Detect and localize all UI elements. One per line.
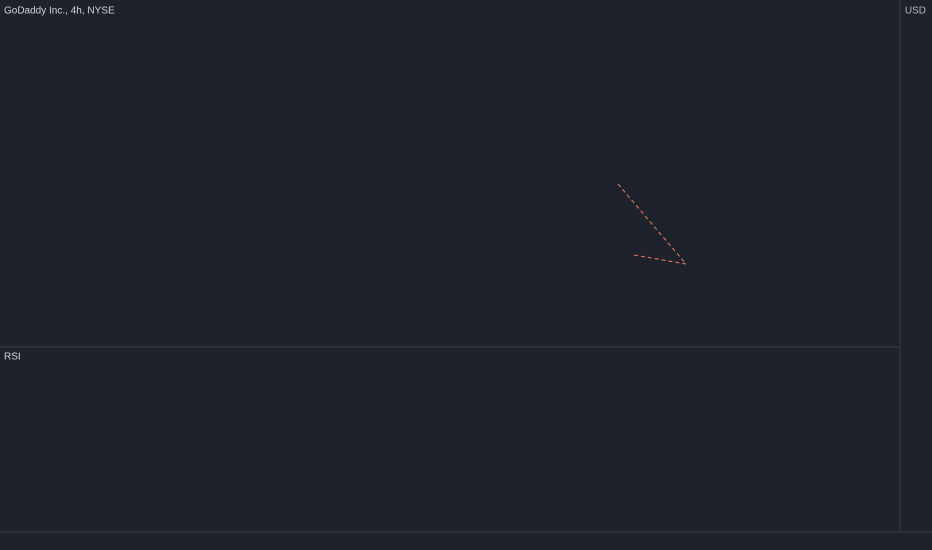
trend-line [617, 183, 687, 265]
currency-label: USD [905, 6, 926, 17]
indicator-title: RSI [4, 352, 21, 363]
chart-title: GoDaddy Inc., 4h, NYSE [4, 6, 115, 17]
trend-line [633, 254, 687, 265]
